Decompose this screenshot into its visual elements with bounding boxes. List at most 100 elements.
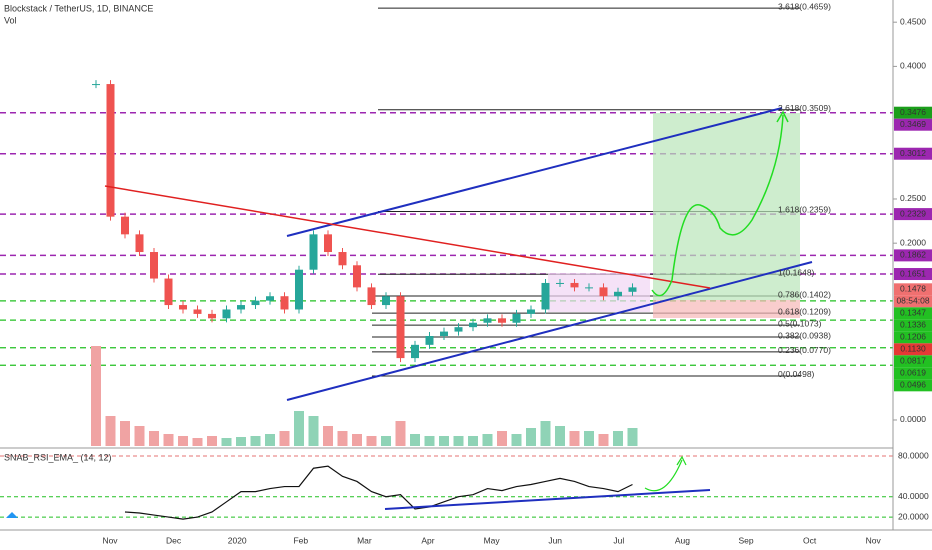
volume-bar [323, 426, 333, 446]
candle-body [106, 84, 115, 217]
candle-body [512, 313, 521, 323]
volume-bar [294, 411, 304, 446]
volume-bar [569, 431, 580, 446]
volume-bar [105, 416, 116, 446]
fib-label: 0.618(0.1209) [778, 306, 831, 316]
x-tick-label: 2020 [228, 535, 247, 545]
x-tick-label: Jul [613, 535, 624, 545]
badge-label: 0.1347 [900, 308, 926, 318]
fib-label: 0.236(0.0770) [778, 345, 831, 355]
price-badge [894, 331, 932, 344]
candle-body [193, 309, 202, 314]
rsi-tick-label: 80.0000 [898, 450, 929, 460]
candle-body [266, 296, 274, 301]
arrow-head [776, 110, 789, 123]
volume-bar [192, 438, 203, 446]
fib-label: 0.382(0.0938) [778, 330, 831, 340]
x-tick-label: Dec [166, 535, 182, 545]
volume-bar [627, 428, 638, 446]
candle-body [498, 318, 506, 323]
channel-bottom [286, 261, 813, 401]
volume-bar [308, 416, 319, 446]
price-badge [894, 307, 932, 320]
volume-bar [178, 436, 188, 446]
rsi-arrow-head [676, 455, 687, 466]
badge-label: 0.1130 [900, 344, 926, 354]
volume-bar [366, 436, 377, 446]
candle-body [541, 282, 550, 310]
x-tick-label: Sep [738, 535, 753, 545]
candle-body [556, 282, 564, 284]
badge-label: 0.0619 [900, 368, 926, 378]
volume-bar [424, 436, 435, 446]
candle-body [237, 305, 245, 310]
candle-body [425, 336, 434, 345]
chart-subtitle: Vol [4, 15, 17, 25]
volume-bar [337, 431, 348, 446]
rsi-line [124, 465, 633, 520]
volume-bar [134, 426, 145, 446]
x-tick-label: Feb [293, 535, 308, 545]
volume-bar [511, 434, 522, 446]
candle-body [599, 287, 608, 297]
candle-body [469, 322, 477, 328]
volume-bar [439, 436, 449, 446]
logo [6, 512, 18, 518]
volume-bar [453, 436, 464, 446]
badge-label: 0.3012 [900, 148, 926, 158]
fib-label: 1(0.1648) [778, 268, 815, 278]
candle-body [411, 344, 419, 359]
volume-bar [250, 436, 261, 446]
volume-bar [236, 437, 246, 446]
candle-body [251, 300, 260, 306]
y-tick-label: 0.2500 [900, 193, 926, 203]
rsi-arrow [644, 459, 683, 492]
price-badge [894, 295, 932, 308]
price-badge [894, 147, 932, 160]
candle-body [614, 291, 622, 297]
candle-body [353, 265, 361, 288]
volume-bar [555, 426, 565, 446]
y-tick-label: 0.0000 [900, 414, 926, 424]
volume-bar [584, 431, 594, 446]
resistance-line [104, 185, 711, 289]
badge-label: 0.3469 [900, 119, 926, 129]
price-badge [894, 208, 932, 221]
badge-label: 0.1336 [900, 320, 926, 330]
x-tick-label: Apr [421, 535, 434, 545]
candle-body [440, 331, 448, 336]
fib-label: 1.618(0.2359) [778, 205, 831, 215]
badge-label: 0.3476 [900, 107, 926, 117]
badge-label: 0.2329 [900, 208, 926, 218]
volume-bar [497, 431, 507, 446]
volume-bar [526, 428, 536, 446]
target-zone [653, 113, 800, 300]
fib-label: 0(0.0498) [778, 369, 815, 379]
candle-body [121, 216, 129, 235]
x-tick-label: Aug [675, 535, 690, 545]
rsi-title: SNAB_RSI_EMA_ (14, 12) [4, 452, 112, 462]
candle-body [208, 313, 216, 319]
candle-body [396, 296, 405, 359]
x-tick-label: Nov [866, 535, 882, 545]
candle-body [367, 287, 376, 306]
candle-body [338, 252, 347, 266]
candle-body [454, 327, 463, 332]
badge-label: 08:54:08 [896, 296, 929, 306]
fib-label: 0.5(0.1073) [778, 318, 822, 328]
price-badge [894, 249, 932, 262]
badge-label: 0.1862 [900, 250, 926, 260]
candle-body [135, 234, 144, 253]
channel-top [286, 107, 783, 237]
badge-label: 0.1651 [900, 268, 926, 278]
volume-bar [540, 421, 551, 446]
projection-arrow [651, 114, 784, 297]
badge-label: 0.1206 [900, 332, 926, 342]
y-tick-label: 0.4000 [900, 61, 926, 71]
volume-bar [482, 434, 493, 446]
candle-body [179, 305, 187, 310]
volume-bar [468, 436, 478, 446]
volume-bar [207, 436, 217, 446]
volume-bar [410, 434, 420, 446]
volume-bar [91, 346, 101, 446]
